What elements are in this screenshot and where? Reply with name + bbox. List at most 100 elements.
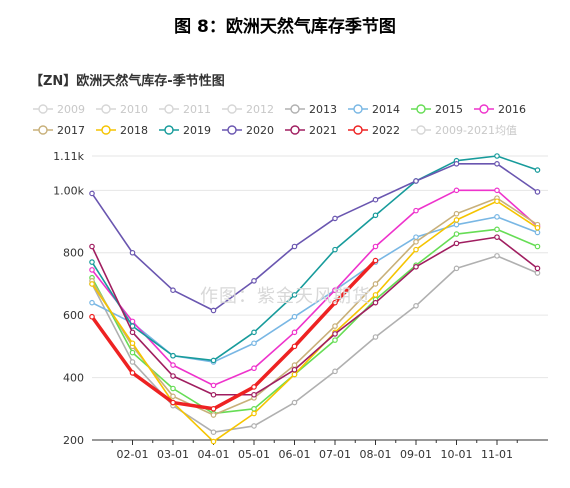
legend-swatch-marker	[38, 125, 48, 135]
data-point-2022	[291, 343, 298, 350]
data-point-2018	[413, 246, 419, 253]
data-point-2022	[210, 405, 217, 412]
data-point-2021	[129, 329, 136, 336]
data-point-2016	[332, 287, 338, 293]
data-point-2018	[453, 217, 460, 223]
chart-title: 【ZN】欧洲天然气库存-季节性图	[30, 74, 225, 89]
data-point-2016	[170, 362, 176, 368]
data-point-2020	[372, 196, 379, 203]
legend-item-2009[interactable]: 2009	[33, 103, 85, 116]
data-point-2017	[170, 393, 176, 400]
plot-lines	[89, 153, 541, 445]
data-point-2015	[534, 243, 541, 250]
legend-label: 2012	[246, 103, 274, 116]
legend-label: 2011	[183, 103, 211, 116]
data-point-2018	[534, 224, 541, 231]
data-point-2021	[494, 234, 500, 240]
data-point-2015	[332, 337, 338, 343]
data-point-2021	[89, 243, 95, 250]
series-line-2017	[91, 197, 538, 416]
legend-label: 2016	[498, 103, 526, 116]
data-point-2019	[372, 212, 379, 219]
legend-item-2022[interactable]: 2022	[348, 124, 400, 137]
data-point-2019	[170, 352, 176, 359]
data-point-2017	[372, 281, 379, 287]
legend-item-2015[interactable]: 2015	[411, 103, 463, 116]
data-point-2014	[291, 313, 298, 320]
legend-item-2014[interactable]: 2014	[348, 103, 400, 116]
legend-item-2012[interactable]: 2012	[222, 103, 274, 116]
legend-swatch-marker	[353, 104, 363, 114]
x-tick-label: 10-01	[441, 448, 473, 461]
legend-swatch-marker	[101, 104, 111, 114]
legend-label: 2010	[120, 103, 148, 116]
data-point-2013	[129, 359, 136, 365]
data-point-2015	[494, 226, 500, 233]
data-point-2017	[413, 239, 419, 245]
legend-swatch-marker	[290, 104, 300, 114]
legend-swatch-marker	[416, 125, 426, 135]
data-point-2021	[453, 240, 460, 247]
x-tick-label: 08-01	[360, 448, 392, 461]
data-point-2018	[251, 410, 257, 417]
data-point-2020	[251, 278, 257, 284]
series-line-2015	[91, 228, 538, 415]
legend-swatch-marker	[290, 125, 300, 135]
data-point-2020	[210, 307, 217, 314]
data-point-2013	[494, 253, 500, 259]
legend-label: 2022	[372, 124, 400, 137]
x-tick-label: 02-01	[117, 448, 149, 461]
x-tick-label: 03-01	[157, 448, 189, 461]
figure-title: 图 8：欧洲天然气库存季节图	[174, 17, 396, 37]
legend-item-2019[interactable]: 2019	[159, 124, 211, 137]
data-point-2015	[129, 349, 136, 356]
data-point-2013	[413, 303, 419, 309]
data-point-2019	[534, 167, 541, 173]
data-point-2014	[89, 299, 95, 306]
data-point-2013	[534, 270, 541, 276]
data-point-2013	[291, 399, 298, 406]
series-line-2022	[90, 259, 377, 411]
series-line-2020	[91, 163, 538, 312]
legend-label: 2013	[309, 103, 337, 116]
data-point-2015	[453, 231, 460, 237]
data-point-2016	[372, 243, 379, 250]
legend-label: 2015	[435, 103, 463, 116]
data-point-2022	[372, 257, 379, 264]
data-point-2021	[413, 263, 419, 270]
data-point-2019	[89, 259, 95, 265]
legend-item-2011[interactable]: 2011	[159, 103, 211, 116]
legend-item-2016[interactable]: 2016	[474, 103, 526, 116]
data-point-2020	[291, 243, 298, 250]
data-point-2020	[413, 178, 419, 184]
legend-item-2021[interactable]: 2021	[285, 124, 337, 137]
legend-label: 2020	[246, 124, 274, 137]
data-point-2013	[372, 334, 379, 340]
data-point-2018	[210, 438, 217, 445]
legend-item-2009-2021均值[interactable]: 2009-2021均值	[411, 124, 517, 137]
data-point-2018	[494, 198, 500, 205]
data-point-2019	[494, 153, 500, 159]
legend-item-2013[interactable]: 2013	[285, 103, 337, 116]
data-point-2019	[291, 292, 298, 298]
legend-label: 2018	[120, 124, 148, 137]
watermark: 作图：紫金天风期货	[200, 286, 371, 307]
data-point-2017	[453, 210, 460, 217]
data-point-2019	[332, 246, 338, 253]
x-tick-label: 04-01	[198, 448, 230, 461]
data-point-2019	[251, 329, 257, 336]
legend-item-2018[interactable]: 2018	[96, 124, 148, 137]
data-point-2021	[534, 265, 541, 272]
legend-item-2020[interactable]: 2020	[222, 124, 274, 137]
legend-swatch-marker	[479, 104, 489, 114]
legend-swatch-marker	[353, 125, 363, 135]
data-point-2017	[332, 323, 338, 329]
legend-item-2017[interactable]: 2017	[33, 124, 85, 137]
legend-item-2010[interactable]: 2010	[96, 103, 148, 116]
data-point-2013	[453, 265, 460, 272]
legend-label: 2014	[372, 103, 400, 116]
legend-swatch-marker	[164, 104, 174, 114]
x-tick-label: 05-01	[238, 448, 270, 461]
y-tick-label: 800	[63, 247, 84, 260]
